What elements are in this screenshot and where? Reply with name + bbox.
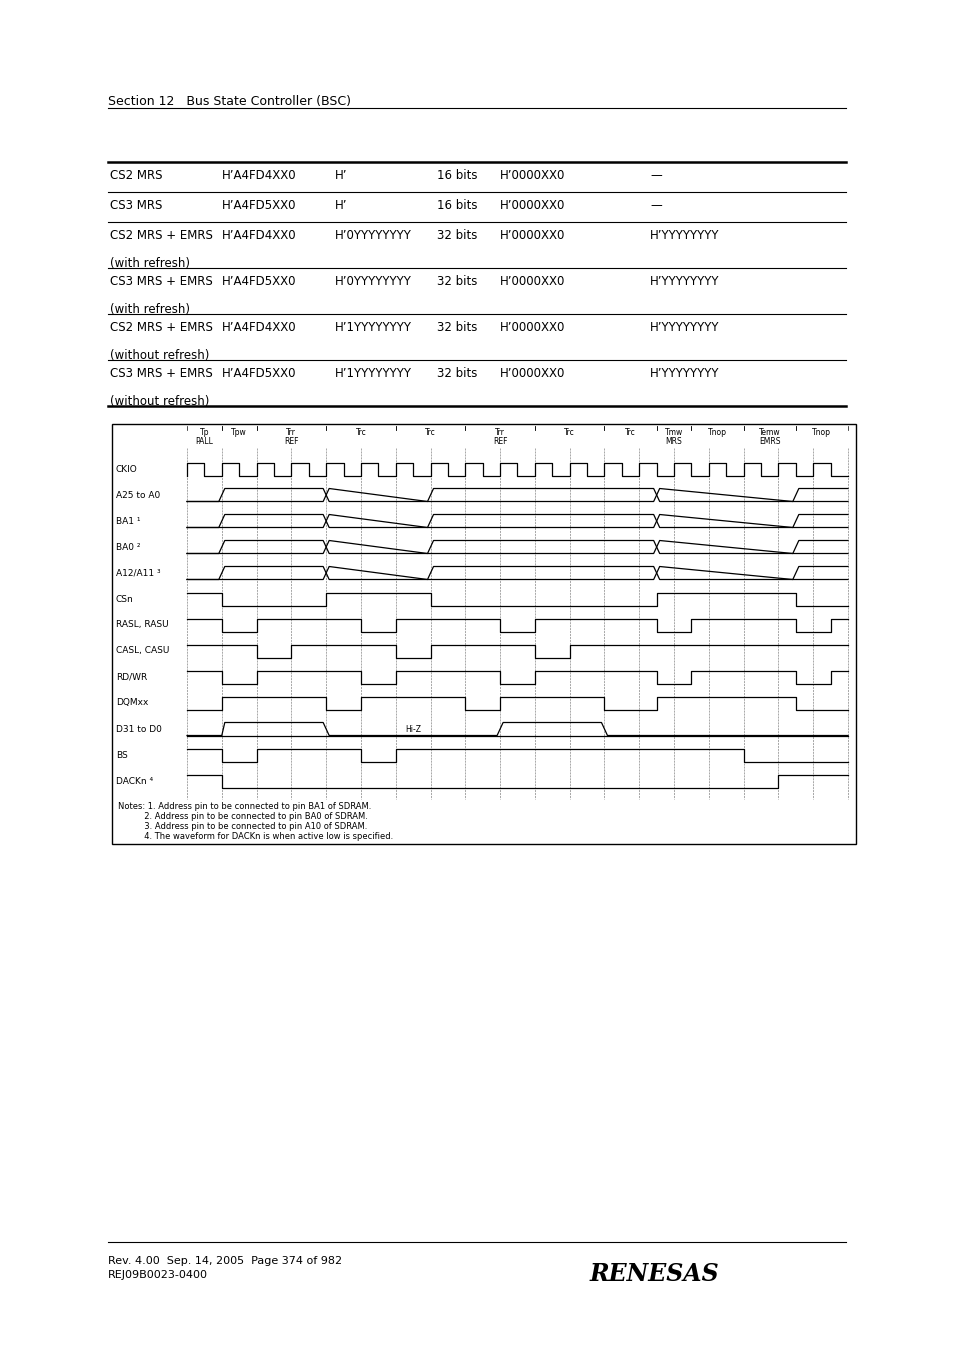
Text: —: — <box>649 169 661 182</box>
Text: Trc: Trc <box>624 428 636 436</box>
Text: H’A4FD4XX0: H’A4FD4XX0 <box>222 322 296 334</box>
Text: D31 to D0: D31 to D0 <box>116 724 162 734</box>
Text: CS2 MRS: CS2 MRS <box>110 169 162 182</box>
Text: BA1 ¹: BA1 ¹ <box>116 516 140 526</box>
Text: Trr: Trr <box>495 428 504 436</box>
Text: RENESAS: RENESAS <box>589 1262 719 1286</box>
Text: H’1YYYYYYYY: H’1YYYYYYYY <box>335 367 412 380</box>
Text: CS3 MRS + EMRS: CS3 MRS + EMRS <box>110 276 213 288</box>
Bar <box>112 424 855 844</box>
Text: 16 bits: 16 bits <box>436 199 477 212</box>
Text: H’0YYYYYYYY: H’0YYYYYYYY <box>335 230 412 242</box>
Text: PALL: PALL <box>195 436 213 446</box>
Text: H’YYYYYYYY: H’YYYYYYYY <box>649 276 719 288</box>
Text: 32 bits: 32 bits <box>436 322 476 334</box>
Text: (without refresh): (without refresh) <box>110 349 209 362</box>
Text: CS2 MRS + EMRS: CS2 MRS + EMRS <box>110 322 213 334</box>
Text: REF: REF <box>493 436 507 446</box>
Text: 32 bits: 32 bits <box>436 230 476 242</box>
Text: H’0YYYYYYYY: H’0YYYYYYYY <box>335 276 412 288</box>
Text: 4. The waveform for DACKn is when active low is specified.: 4. The waveform for DACKn is when active… <box>118 832 393 842</box>
Text: Section 12   Bus State Controller (BSC): Section 12 Bus State Controller (BSC) <box>108 95 351 108</box>
Text: DACKn ⁴: DACKn ⁴ <box>116 777 153 785</box>
Text: 2. Address pin to be connected to pin BA0 of SDRAM.: 2. Address pin to be connected to pin BA… <box>118 812 368 821</box>
Text: (with refresh): (with refresh) <box>110 257 190 270</box>
Text: —: — <box>649 199 661 212</box>
Text: H’A4FD4XX0: H’A4FD4XX0 <box>222 169 296 182</box>
Text: BS: BS <box>116 751 128 759</box>
Text: H’A4FD5XX0: H’A4FD5XX0 <box>222 199 296 212</box>
Text: A12/A11 ³: A12/A11 ³ <box>116 569 160 577</box>
Text: H’0000XX0: H’0000XX0 <box>499 169 565 182</box>
Text: H’A4FD4XX0: H’A4FD4XX0 <box>222 230 296 242</box>
Text: H’1YYYYYYYY: H’1YYYYYYYY <box>335 322 412 334</box>
Text: H’YYYYYYYY: H’YYYYYYYY <box>649 322 719 334</box>
Text: Tp: Tp <box>199 428 209 436</box>
Text: H’A4FD5XX0: H’A4FD5XX0 <box>222 367 296 380</box>
Text: MRS: MRS <box>665 436 681 446</box>
Text: 16 bits: 16 bits <box>436 169 477 182</box>
Text: H’0000XX0: H’0000XX0 <box>499 367 565 380</box>
Text: Hi-Z: Hi-Z <box>405 724 420 734</box>
Text: H’: H’ <box>335 199 347 212</box>
Text: H’0000XX0: H’0000XX0 <box>499 230 565 242</box>
Text: Notes: 1. Address pin to be connected to pin BA1 of SDRAM.: Notes: 1. Address pin to be connected to… <box>118 802 371 811</box>
Text: EMRS: EMRS <box>759 436 780 446</box>
Text: A25 to A0: A25 to A0 <box>116 490 160 500</box>
Text: Trr: Trr <box>286 428 296 436</box>
Text: REJ09B0023-0400: REJ09B0023-0400 <box>108 1270 208 1279</box>
Text: 3. Address pin to be connected to pin A10 of SDRAM.: 3. Address pin to be connected to pin A1… <box>118 821 367 831</box>
Text: 32 bits: 32 bits <box>436 367 476 380</box>
Text: RD/WR: RD/WR <box>116 673 147 681</box>
Text: Tmw: Tmw <box>664 428 682 436</box>
Text: Trc: Trc <box>425 428 436 436</box>
Text: CS3 MRS: CS3 MRS <box>110 199 162 212</box>
Text: Rev. 4.00  Sep. 14, 2005  Page 374 of 982: Rev. 4.00 Sep. 14, 2005 Page 374 of 982 <box>108 1256 342 1266</box>
Text: CS3 MRS + EMRS: CS3 MRS + EMRS <box>110 367 213 380</box>
Text: CKIO: CKIO <box>116 465 137 473</box>
Text: (with refresh): (with refresh) <box>110 303 190 316</box>
Text: CSn: CSn <box>116 594 133 604</box>
Text: 32 bits: 32 bits <box>436 276 476 288</box>
Text: Trc: Trc <box>355 428 366 436</box>
Text: H’: H’ <box>335 169 347 182</box>
Text: CS2 MRS + EMRS: CS2 MRS + EMRS <box>110 230 213 242</box>
Text: Tpw: Tpw <box>231 428 247 436</box>
Text: CASL, CASU: CASL, CASU <box>116 647 170 655</box>
Text: H’0000XX0: H’0000XX0 <box>499 322 565 334</box>
Text: Tnop: Tnop <box>707 428 726 436</box>
Text: H’0000XX0: H’0000XX0 <box>499 199 565 212</box>
Text: RASL, RASU: RASL, RASU <box>116 620 169 630</box>
Text: BA0 ²: BA0 ² <box>116 543 140 551</box>
Text: DQMxx: DQMxx <box>116 698 149 708</box>
Text: REF: REF <box>284 436 298 446</box>
Text: Trc: Trc <box>564 428 575 436</box>
Text: Tnop: Tnop <box>812 428 830 436</box>
Text: Temw: Temw <box>759 428 780 436</box>
Text: (without refresh): (without refresh) <box>110 394 209 408</box>
Text: H’YYYYYYYY: H’YYYYYYYY <box>649 367 719 380</box>
Text: H’0000XX0: H’0000XX0 <box>499 276 565 288</box>
Text: H’A4FD5XX0: H’A4FD5XX0 <box>222 276 296 288</box>
Text: H’YYYYYYYY: H’YYYYYYYY <box>649 230 719 242</box>
